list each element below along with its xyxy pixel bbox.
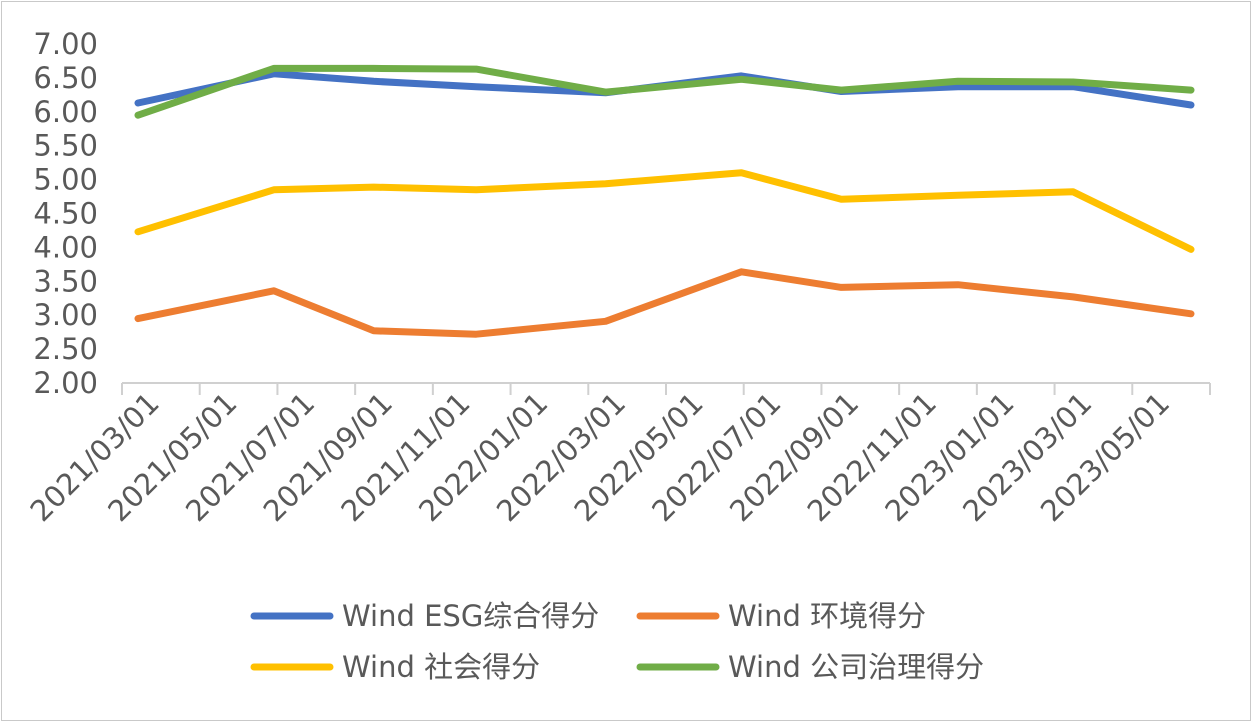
series-line: [134, 268, 1195, 338]
series-lines: [134, 64, 1195, 338]
legend-label: Wind 环境得分: [728, 599, 926, 633]
y-tick-label: 4.00: [33, 230, 98, 264]
legend: Wind ESG综合得分 Wind 环境得分 Wind 社会得分 Wind 公司治理得…: [250, 599, 984, 684]
legend-label: Wind 公司治理得分: [728, 650, 984, 684]
y-axis-ticks: 2.002.503.003.504.004.505.005.506.006.50…: [33, 27, 98, 400]
legend-label: Wind ESG综合得分: [342, 599, 599, 633]
y-tick-label: 2.00: [33, 366, 98, 400]
y-tick-label: 5.00: [33, 163, 98, 197]
legend-label: Wind 社会得分: [342, 650, 540, 684]
y-tick-label: 6.00: [33, 95, 98, 129]
y-tick-label: 5.50: [33, 129, 98, 163]
y-tick-label: 2.50: [33, 332, 98, 366]
y-tick-label: 6.50: [33, 61, 98, 95]
x-axis-ticks: 2021/03/012021/05/012021/07/012021/09/01…: [24, 386, 1177, 528]
x-axis: [121, 382, 1211, 395]
y-tick-label: 4.50: [33, 197, 98, 231]
y-tick-label: 3.00: [33, 298, 98, 332]
y-tick-label: 7.00: [33, 27, 98, 61]
y-tick-label: 3.50: [33, 264, 98, 298]
series-line: [134, 64, 1195, 119]
series-line: [134, 169, 1195, 253]
